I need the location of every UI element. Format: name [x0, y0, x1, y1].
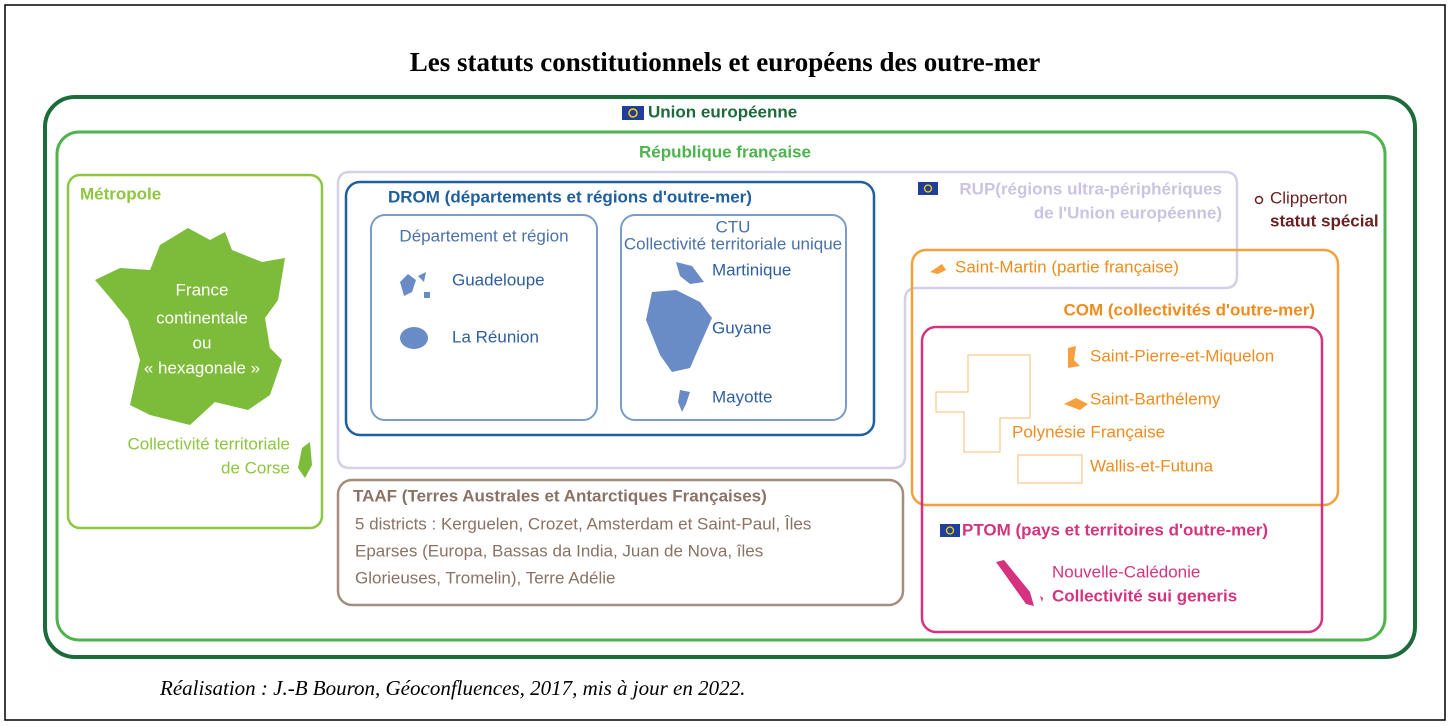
- corse-text: Collectivité territoriale: [128, 434, 291, 453]
- corse-text: de Corse: [221, 458, 290, 477]
- rup-label: RUP(régions ultra-périphériques: [959, 179, 1222, 198]
- ctu-box: [620, 214, 847, 421]
- france-shape: [95, 228, 285, 425]
- polynesie-shape: [935, 354, 1031, 453]
- saint-martin-shape: [930, 264, 946, 274]
- spm-shape: [1068, 346, 1080, 368]
- guyane-shape: [646, 290, 712, 372]
- rup-box: [336, 170, 1239, 470]
- departement-label: Département et région: [399, 226, 568, 245]
- taaf-line: Eparses (Europa, Bassas da India, Juan d…: [355, 541, 763, 560]
- ctu-label: CTU: [716, 217, 751, 236]
- taaf-label: TAAF (Terres Australes et Antarctiques F…: [353, 486, 767, 505]
- clipperton-label: Clipperton: [1270, 188, 1348, 207]
- clipperton-status: statut spécial: [1270, 211, 1379, 230]
- rup-label: de l'Union européenne): [1034, 203, 1222, 222]
- com-box: [910, 248, 1340, 507]
- france-text: continentale: [156, 308, 248, 327]
- mayotte: Mayotte: [712, 387, 772, 406]
- eu-box: [43, 95, 1417, 659]
- republique-label: République française: [639, 142, 811, 161]
- saint-martin: Saint-Martin (partie française): [955, 257, 1179, 276]
- drom-box: [344, 180, 876, 437]
- ptom-box: [920, 325, 1324, 634]
- rup-flag: [918, 182, 938, 195]
- reunion-shape: [400, 327, 428, 349]
- com-label: COM (collectivités d'outre-mer): [1063, 300, 1315, 319]
- martinique-shape: [676, 262, 704, 284]
- guyane: Guyane: [712, 318, 772, 337]
- reunion: La Réunion: [452, 327, 539, 346]
- republique-box: [55, 130, 1387, 642]
- metropole-box: [66, 173, 324, 530]
- guadeloupe: Guadeloupe: [452, 270, 545, 289]
- ctu-sublabel: Collectivité territoriale unique: [624, 234, 842, 253]
- mayotte-shape: [678, 390, 690, 412]
- saint-barthelemy-shape: [1064, 398, 1088, 410]
- taaf-line: 5 districts : Kerguelen, Crozet, Amsterd…: [355, 514, 811, 533]
- ptom-item: Nouvelle-Calédonie: [1052, 562, 1200, 581]
- footer: Réalisation : J.-B Bouron, Géoconfluence…: [159, 676, 745, 700]
- drom-label: DROM (départements et régions d'outre-me…: [388, 187, 752, 206]
- eu-label: Union européenne: [648, 102, 797, 121]
- ptom-status: Collectivité sui generis: [1052, 586, 1237, 605]
- metropole-label: Métropole: [80, 184, 161, 203]
- com-item: Saint-Pierre-et-Miquelon: [1090, 346, 1274, 365]
- com-item: Wallis-et-Futuna: [1090, 456, 1214, 475]
- taaf-box: [336, 478, 905, 607]
- corse-shape: [298, 442, 312, 478]
- guadeloupe-shape: [400, 272, 430, 298]
- com-item: Polynésie Française: [1012, 422, 1165, 441]
- nouvelle-caledonie-shape: [996, 560, 1043, 606]
- martinique: Martinique: [712, 260, 791, 279]
- france-text: France: [176, 280, 229, 299]
- wallis-shape: [1017, 454, 1083, 484]
- france-text: « hexagonale »: [144, 358, 260, 377]
- departement-box: [370, 214, 598, 421]
- taaf-line: Glorieuses, Tromelin), Terre Adélie: [355, 568, 615, 587]
- france-text: ou: [193, 333, 212, 352]
- eu-flag: [622, 106, 644, 120]
- ptom-label: PTOM (pays et territoires d'outre-mer): [962, 520, 1268, 539]
- ptom-flag: [940, 524, 960, 537]
- title: Les statuts constitutionnels et européen…: [410, 47, 1040, 77]
- com-item: Saint-Barthélemy: [1090, 389, 1221, 408]
- clipperton-icon: [1254, 195, 1264, 205]
